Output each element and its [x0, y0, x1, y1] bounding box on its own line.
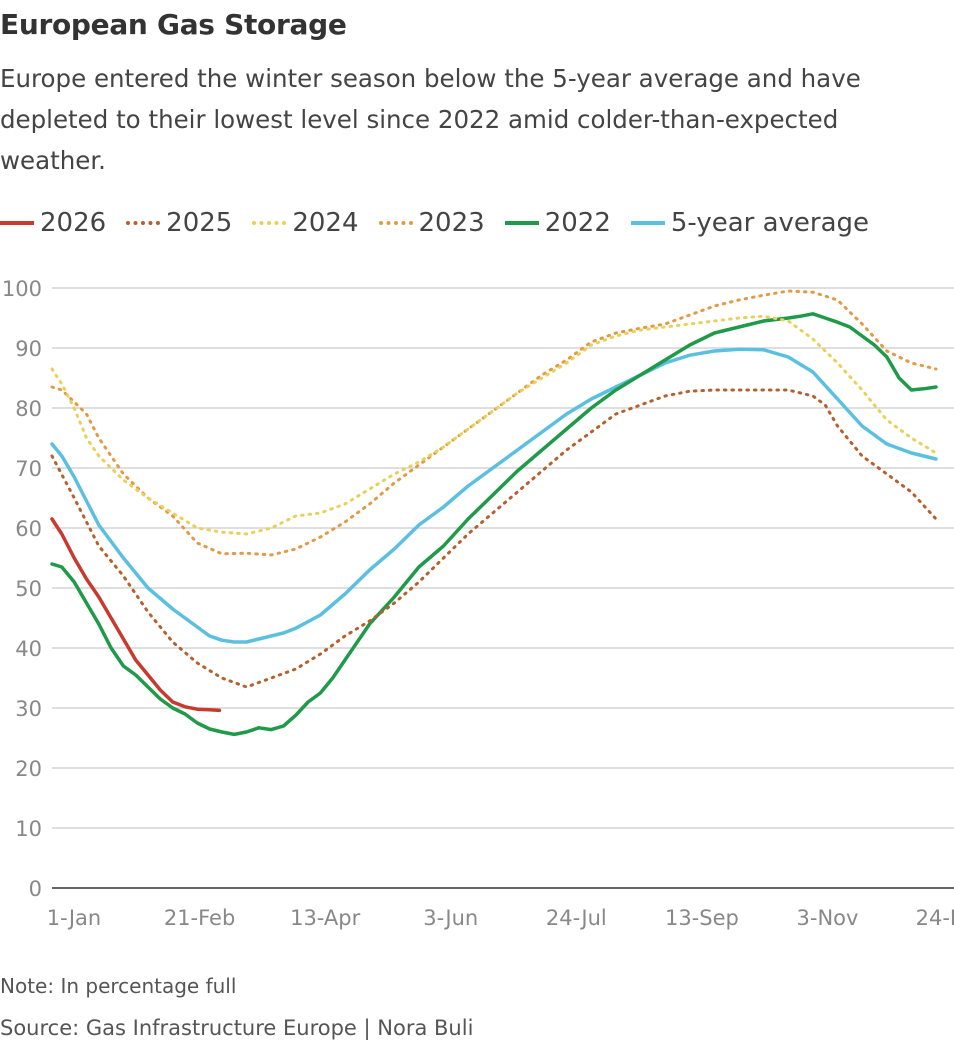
legend-item: 2026: [0, 208, 106, 238]
legend-item: 2024: [252, 208, 359, 238]
series-line-5-year-average: [50, 347, 938, 644]
line-chart: 0 10 20 30 40 50 60 70 80 90 100 1-Jan 21-Feb 13-Apr 3…: [2, 277, 954, 930]
x-tick-label: 13-Sep: [665, 906, 739, 930]
series-line-2022: [50, 312, 938, 737]
chart-source: Source: Gas Infrastructure Europe | Nora…: [0, 1016, 474, 1040]
x-tick-label: 3-Jun: [423, 906, 478, 930]
x-tick-label: 24-Jul: [546, 906, 607, 930]
legend-swatch: [252, 221, 287, 225]
chart-subtitle: Europe entered the winter season below t…: [0, 64, 861, 175]
legend-swatch: [126, 221, 161, 225]
legend-label: 2022: [544, 208, 611, 238]
y-tick-label: 30: [15, 697, 42, 721]
series-line-2025: [50, 388, 938, 689]
chart-title: European Gas Storage: [0, 8, 347, 41]
series-line-2024: [50, 314, 938, 536]
legend-label: 5-year average: [670, 208, 870, 238]
legend-swatch: [0, 221, 34, 225]
legend-item: 2023: [378, 208, 485, 238]
y-tick-label: 50: [15, 577, 42, 601]
legend-label: 2024: [292, 208, 359, 238]
legend-swatch: [504, 221, 539, 225]
y-tick-label: 90: [15, 337, 42, 361]
legend-swatch: [378, 221, 413, 225]
y-tick-label: 80: [15, 397, 42, 421]
y-tick-label: 100: [2, 277, 42, 301]
y-tick-label: 70: [15, 457, 42, 481]
x-tick-label: 3-Nov: [797, 906, 859, 930]
x-tick-label: 13-Apr: [290, 906, 361, 930]
legend-item: 5-year average: [630, 208, 870, 238]
y-tick-label: 20: [15, 757, 42, 781]
y-tick-label: 0: [29, 877, 42, 901]
chart-note: Note: In percentage full: [0, 974, 237, 998]
x-tick-label: 21-Feb: [164, 906, 235, 930]
legend-label: 2023: [418, 208, 485, 238]
y-tick-label: 40: [15, 637, 42, 661]
x-tick-label: 1-Jan: [47, 906, 101, 930]
y-tick-label: 60: [15, 517, 42, 541]
chart-legend: 2026 2025 2024 2023 2022 5-year average: [0, 208, 869, 238]
legend-item: 2025: [126, 208, 232, 238]
legend-label: 2026: [40, 208, 107, 238]
legend-label: 2025: [166, 208, 233, 238]
x-tick-label: 24-Dec: [916, 906, 954, 930]
legend-item: 2022: [504, 208, 611, 238]
series-line-2026: [50, 517, 222, 713]
y-tick-label: 10: [15, 817, 42, 841]
legend-swatch: [630, 221, 665, 225]
